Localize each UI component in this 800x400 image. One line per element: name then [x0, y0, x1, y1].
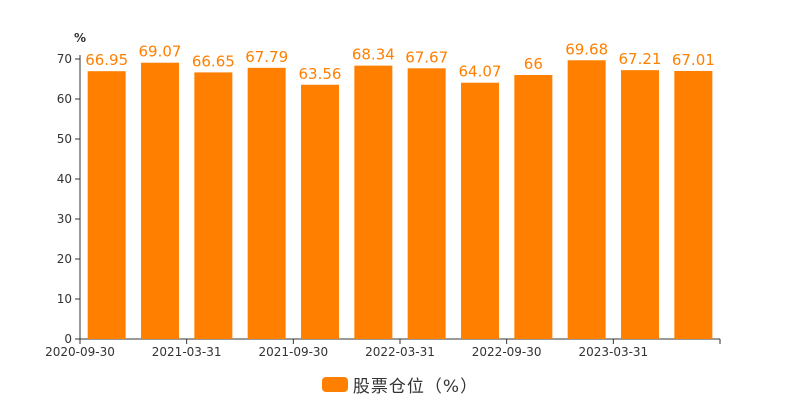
bar-value-label: 63.56 [299, 65, 342, 83]
y-tick-label: 50 [57, 132, 72, 146]
bar [354, 65, 393, 339]
legend-swatch [321, 376, 348, 392]
x-tick-label: 2023-03-31 [578, 345, 648, 359]
data-labels: 66.95 69.07 66.65 67.79 63.56 68.34 67.67 64.07… [85, 40, 715, 82]
x-tick-label: 2021-03-31 [152, 345, 222, 359]
y-tick-label: 10 [57, 292, 72, 306]
bar [141, 62, 179, 339]
bar-value-label: 67.79 [245, 48, 288, 66]
x-tick-label: 2021-09-30 [258, 345, 328, 359]
y-axis: 0 10 20 30 40 50 60 70 [57, 52, 81, 346]
bar [301, 84, 339, 339]
legend-label: 股票仓位（%） [352, 376, 479, 397]
y-tick-label: 70 [57, 52, 72, 66]
bar-value-label: 67.21 [619, 50, 662, 68]
y-tick-label: 60 [57, 92, 72, 106]
bar [194, 72, 233, 340]
bar-value-label: 64.07 [459, 63, 502, 81]
bar-value-label: 69.68 [565, 40, 608, 58]
bar-value-label: 69.07 [139, 43, 182, 61]
x-axis: 2020-09-30 2021-03-31 2021-09-30 2022-03-31… [45, 338, 721, 359]
bar [674, 70, 713, 340]
y-tick-label: 30 [57, 212, 72, 226]
bar-value-label: 67.67 [405, 48, 448, 66]
bar [514, 75, 553, 339]
bar [87, 71, 126, 339]
y-axis-unit-label: % [74, 31, 86, 45]
bar-value-label: 66.95 [85, 51, 128, 69]
legend[interactable]: 股票仓位（%） [0, 372, 800, 397]
bar [407, 68, 446, 339]
y-tick-label: 20 [57, 252, 72, 266]
bar [567, 60, 606, 339]
bar [621, 70, 659, 339]
bar-value-label: 68.34 [352, 46, 395, 64]
y-tick-label: 0 [64, 332, 72, 346]
bar [461, 82, 499, 339]
bar [247, 67, 286, 339]
bar-value-label: 66.65 [192, 52, 235, 70]
bar-value-label: 67.01 [672, 51, 715, 69]
bar-value-label: 66 [524, 55, 543, 73]
y-tick-label: 40 [57, 172, 72, 186]
x-tick-label: 2022-09-30 [472, 345, 542, 359]
x-tick-label: 2022-03-31 [365, 345, 435, 359]
x-tick-label: 2020-09-30 [45, 345, 115, 359]
bar-series [87, 60, 713, 340]
